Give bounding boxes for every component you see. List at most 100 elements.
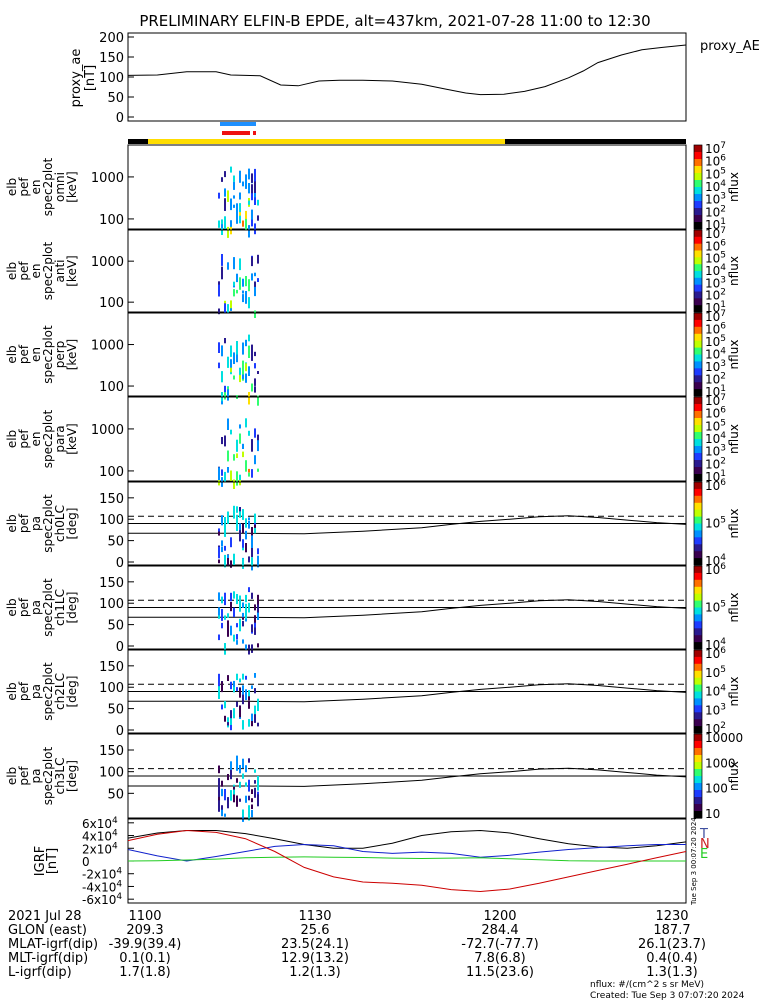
colorbar-cell bbox=[694, 490, 702, 493]
colorbar-frame bbox=[693, 649, 703, 734]
footer-row-label: GLON (east) bbox=[8, 923, 87, 938]
colorbar-cell bbox=[694, 739, 702, 742]
spectrogram-pixel bbox=[257, 643, 259, 648]
colorbar-cell bbox=[694, 719, 702, 722]
colorbar-cell bbox=[694, 812, 702, 815]
spectrogram-pixel bbox=[248, 602, 250, 611]
colorbar-cell bbox=[694, 495, 702, 498]
spectrogram-pixel bbox=[245, 218, 247, 230]
colorbar-frame bbox=[693, 565, 703, 650]
colorbar-cell bbox=[694, 444, 702, 447]
colorbar-cell bbox=[694, 294, 702, 297]
colorbar-cell bbox=[694, 483, 702, 486]
colorbar-cell bbox=[694, 650, 702, 652]
spectrogram-pixel bbox=[227, 511, 229, 524]
spectrogram-pixel bbox=[251, 256, 253, 267]
colorbar-cell bbox=[694, 749, 702, 752]
spectrogram-pixel bbox=[254, 386, 256, 393]
colorbar-cell bbox=[694, 620, 702, 622]
colorbar-cell bbox=[694, 322, 702, 325]
spectrogram-pixel bbox=[254, 627, 256, 635]
panel-frame-para bbox=[127, 396, 687, 482]
spectrogram-pixel bbox=[248, 468, 250, 473]
colorbar-cell bbox=[694, 306, 702, 309]
colorbar-cell bbox=[694, 624, 702, 627]
footer-row-label: MLAT-igrf(dip) bbox=[8, 937, 98, 952]
colorbar-cell bbox=[694, 628, 702, 631]
spectrogram-pixel bbox=[218, 546, 220, 559]
colorbar-cell bbox=[694, 386, 702, 389]
colorbar-cell bbox=[694, 590, 702, 593]
spectrogram-pixel bbox=[233, 257, 235, 270]
colorbar-label: nflux bbox=[727, 424, 741, 454]
colorbar-cell bbox=[694, 572, 702, 575]
igrf-ytick: -2x104 bbox=[82, 867, 122, 882]
colorbar-cell bbox=[694, 661, 702, 664]
ytick-omni: 100 bbox=[99, 213, 124, 228]
spectrogram-pixel bbox=[251, 544, 253, 558]
ylabel-ch2LC: pef bbox=[17, 681, 31, 701]
colorbar-cell bbox=[694, 441, 702, 444]
colorbar-cell bbox=[694, 695, 702, 698]
colorbar-cell bbox=[694, 254, 702, 257]
ylabel-ch3LC: spec2plot bbox=[41, 746, 55, 805]
spectrogram-pixel bbox=[236, 673, 238, 681]
spectrogram-pixel bbox=[251, 720, 253, 727]
colorbar-cell bbox=[694, 699, 702, 702]
colorbar-cell bbox=[694, 215, 702, 217]
colorbar-cell bbox=[694, 756, 702, 759]
colorbar-cell bbox=[694, 794, 702, 797]
colorbar-tick: 105 bbox=[705, 334, 726, 349]
spectrogram-pixel bbox=[221, 437, 223, 445]
proxy-ae-ytick: 200 bbox=[99, 31, 124, 46]
colorbar-cell bbox=[694, 246, 702, 249]
spectrogram-pixel bbox=[230, 429, 232, 435]
colorbar-cell bbox=[694, 611, 702, 614]
colorbar-cell bbox=[694, 434, 702, 437]
colorbar-cell bbox=[694, 603, 702, 606]
ytick-omni: 1000 bbox=[91, 171, 124, 186]
spectrogram-pixel bbox=[233, 591, 235, 599]
colorbar-cell bbox=[694, 767, 702, 770]
footer-value: 1.7(1.8) bbox=[119, 965, 171, 980]
ytick-para: 100 bbox=[99, 465, 124, 480]
ylabel-para: para bbox=[53, 425, 67, 452]
colorbar-cell bbox=[694, 613, 702, 615]
colorbar-cell bbox=[694, 429, 702, 432]
colorbar-cell bbox=[694, 357, 702, 360]
colorbar-cell bbox=[694, 760, 702, 763]
spectrogram-pixel bbox=[251, 273, 253, 281]
colorbar-cell bbox=[694, 236, 702, 239]
orbit-bar-night bbox=[128, 139, 148, 144]
colorbar-cell bbox=[694, 687, 702, 690]
colorbar-cell bbox=[694, 652, 702, 655]
spectrogram-pixel bbox=[233, 204, 235, 208]
colorbar-cell bbox=[694, 586, 702, 589]
spectrogram-pixel bbox=[230, 560, 232, 568]
spectrogram-pixel bbox=[251, 592, 253, 599]
spectrogram-pixel bbox=[239, 215, 241, 224]
spectrogram-pixel bbox=[230, 198, 232, 211]
footer-value: 26.1(23.7) bbox=[638, 937, 706, 952]
spectrogram-pixel bbox=[245, 210, 247, 223]
colorbar-cell bbox=[694, 813, 702, 816]
colorbar-cell bbox=[694, 412, 702, 415]
spectrogram-pixel bbox=[257, 254, 259, 264]
colorbar-tick: 102 bbox=[705, 372, 726, 387]
spectrogram-pixel bbox=[218, 765, 220, 774]
spectrogram-pixel bbox=[254, 168, 256, 182]
colorbar-tick: 106 bbox=[705, 238, 726, 253]
colorbar-cell bbox=[694, 712, 702, 715]
colorbar-cell bbox=[694, 146, 702, 149]
colorbar-cell bbox=[694, 773, 702, 776]
colorbar-cell bbox=[694, 223, 702, 226]
spectrogram-pixel bbox=[257, 439, 259, 452]
colorbar-cell bbox=[694, 373, 702, 376]
spectrogram-pixel bbox=[251, 713, 253, 721]
colorbar-tick: 106 bbox=[705, 478, 726, 493]
colorbar-tick: 101 bbox=[705, 469, 726, 484]
spectrogram-pixel bbox=[224, 701, 226, 709]
colorbar-cell bbox=[694, 182, 702, 185]
spectrogram-pixel bbox=[242, 294, 244, 303]
